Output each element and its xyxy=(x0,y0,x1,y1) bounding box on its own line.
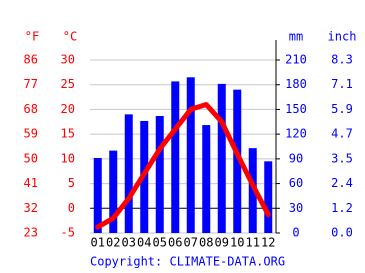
f-tick-label: 23 xyxy=(24,226,38,240)
c-axis-title: °C xyxy=(63,30,77,44)
y-tick-label: 20 xyxy=(61,102,75,116)
x-tick-label: 11 xyxy=(246,236,260,250)
y-tick-label: -5 xyxy=(61,226,75,240)
x-tick-label: 04 xyxy=(137,236,151,250)
x-tick-label: 01 xyxy=(91,236,105,250)
y2-tick-label: 30 xyxy=(289,201,303,215)
y-tick-label: 5 xyxy=(68,176,75,190)
y2-tick-label: 210 xyxy=(285,53,307,67)
x-tick-label: 08 xyxy=(199,236,213,250)
y2-tick-label: 90 xyxy=(289,151,303,165)
bar xyxy=(248,148,257,233)
y2-tick-label: 0 xyxy=(292,226,299,240)
y-tick-label: 15 xyxy=(61,127,75,141)
bar xyxy=(202,125,211,233)
f-tick-label: 59 xyxy=(24,127,38,141)
y2-tick-label: 150 xyxy=(285,102,307,116)
f-tick-label: 86 xyxy=(24,53,38,67)
mm-axis-title: mm xyxy=(289,30,303,44)
bar xyxy=(124,114,133,233)
bar xyxy=(109,150,118,233)
y-tick-label: 0 xyxy=(68,201,75,215)
inch-axis-title: inch xyxy=(328,30,357,44)
bar xyxy=(171,81,180,234)
y2-tick-label: 60 xyxy=(289,176,303,190)
bar xyxy=(93,158,102,233)
inch-tick-label: 4.7 xyxy=(331,127,353,141)
x-tick-label: 02 xyxy=(106,236,120,250)
bar xyxy=(264,161,273,233)
x-tick-label: 03 xyxy=(122,236,136,250)
y-tick-label: 10 xyxy=(61,151,75,165)
f-axis-title: °F xyxy=(25,30,39,44)
y-tick-label: 30 xyxy=(61,53,75,67)
inch-tick-label: 3.5 xyxy=(331,151,353,165)
inch-tick-label: 8.3 xyxy=(331,53,353,67)
temperature-line xyxy=(95,101,271,230)
x-tick-label: 10 xyxy=(230,236,244,250)
bar xyxy=(217,83,226,233)
inch-tick-label: 1.2 xyxy=(331,201,353,215)
inch-tick-label: 2.4 xyxy=(331,176,353,190)
bar xyxy=(155,116,164,233)
f-tick-label: 50 xyxy=(24,151,38,165)
f-tick-label: 32 xyxy=(24,201,38,215)
inch-tick-label: 0.0 xyxy=(331,226,353,240)
y-tick-label: 25 xyxy=(61,77,75,91)
copyright: Copyright: CLIMATE-DATA.ORG xyxy=(90,255,285,269)
bar xyxy=(186,77,195,233)
inch-tick-label: 7.1 xyxy=(331,77,353,91)
f-tick-label: 41 xyxy=(24,176,38,190)
f-tick-label: 77 xyxy=(24,77,38,91)
x-tick-label: 12 xyxy=(261,236,275,250)
f-tick-label: 68 xyxy=(24,102,38,116)
bar xyxy=(233,89,242,234)
x-tick-label: 06 xyxy=(168,236,182,250)
y2-tick-label: 120 xyxy=(285,127,307,141)
inch-tick-label: 5.9 xyxy=(331,102,353,116)
x-tick-label: 05 xyxy=(153,236,167,250)
x-tick-label: 09 xyxy=(215,236,229,250)
y2-tick-label: 180 xyxy=(285,77,307,91)
x-tick-label: 07 xyxy=(184,236,198,250)
